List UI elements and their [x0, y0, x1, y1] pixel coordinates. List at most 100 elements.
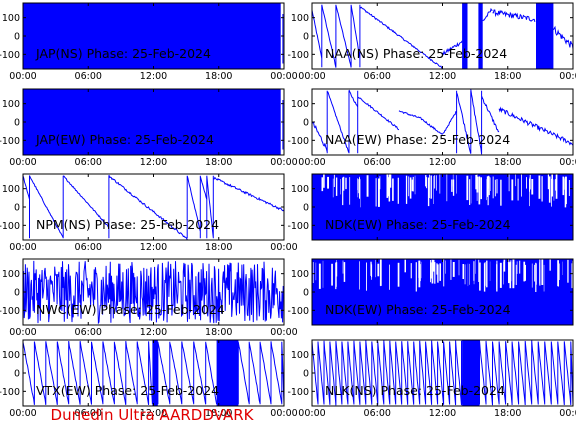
y-tick-label: 100 [291, 269, 309, 280]
trace-gap [526, 177, 527, 189]
trace-gap [377, 263, 380, 277]
trace-gap [475, 174, 478, 190]
x-tick-label: 06:00 [364, 71, 391, 82]
trace-gap [519, 260, 521, 274]
trace-gap [483, 263, 486, 292]
y-tick-label: 0 [14, 288, 20, 299]
dense-trace-band [23, 3, 281, 69]
dense-trace-band [216, 340, 239, 406]
trace-gap [543, 264, 545, 292]
trace-gap [473, 261, 475, 285]
trace-gap [388, 174, 391, 202]
dense-trace-band [462, 340, 480, 406]
x-tick-label: 00:00 [270, 71, 297, 82]
panel-ndk-ew-1: 100 0 -100 NDK(EW) Phase: 25-Feb-2024 [287, 173, 574, 241]
trace-gap [521, 174, 522, 197]
trace-gap [529, 174, 531, 190]
y-tick-label: 0 [303, 203, 309, 214]
panel-title: NPM(NS) Phase: 25-Feb-2024 [36, 217, 219, 232]
trace-gap [366, 262, 367, 291]
x-tick-label: 00:00 [270, 242, 297, 253]
trace-gap [500, 179, 502, 206]
trace-area [312, 3, 573, 69]
trace-gap [436, 175, 437, 191]
x-tick-label: 06:00 [364, 408, 391, 419]
panel-nlk-ns: 1000-10000:0006:0012:0018:0000:00NLK(NS)… [287, 339, 576, 419]
x-tick-label: 18:00 [205, 71, 232, 82]
trace-gap [529, 178, 530, 207]
trace-gap [412, 176, 414, 192]
trace-gap [427, 177, 430, 207]
dense-trace-band [462, 3, 468, 69]
trace-gap [509, 262, 512, 289]
x-tick-label: 18:00 [205, 242, 232, 253]
trace-area [23, 3, 284, 69]
trace-gap [567, 259, 569, 283]
trace-gap [375, 259, 376, 278]
trace-gap [539, 259, 541, 286]
trace-gap [517, 178, 519, 201]
x-tick-label: 12:00 [429, 71, 456, 82]
y-tick-label: -100 [0, 306, 20, 317]
trace-gap [387, 177, 390, 197]
trace-gap [469, 179, 471, 205]
phase-trace [23, 340, 284, 405]
x-tick-label: 00:00 [298, 157, 325, 168]
x-tick-label: 18:00 [205, 408, 232, 419]
trace-gap [549, 259, 551, 271]
trace-gap [335, 177, 338, 196]
trace-gap [343, 262, 346, 282]
trace-gap [486, 179, 487, 201]
trace-gap [536, 263, 537, 285]
trace-gap [466, 175, 469, 201]
x-tick-label: 12:00 [140, 408, 167, 419]
x-tick-label: 12:00 [140, 327, 167, 338]
trace-gap [452, 262, 455, 277]
trace-gap [433, 259, 435, 272]
x-tick-label: 00:00 [9, 71, 36, 82]
x-tick-label: 18:00 [494, 408, 521, 419]
trace-gap [508, 262, 510, 284]
panel-jap-ew: 100 0 -100 00:00 06:00 12:00 18:00 00:00 JAP(EW)… [0, 88, 298, 168]
y-tick-label: 0 [14, 369, 20, 380]
trace-gap [431, 259, 434, 284]
trace-gap [462, 264, 464, 279]
x-tick-label: 06:00 [75, 408, 102, 419]
trace-gap [469, 263, 470, 285]
trace-gap [397, 177, 399, 204]
panel-title: NDK(EW) Phase: 25-Feb-2024 [325, 302, 511, 317]
dense-trace-band [536, 3, 554, 69]
trace-gap [486, 176, 488, 197]
y-tick-label: 0 [303, 32, 309, 43]
trace-gap [439, 174, 441, 194]
trace-gap [490, 177, 491, 191]
trace-gap [508, 259, 509, 283]
trace-gap [410, 263, 412, 279]
panel-jap-ns: 100 0 -100 00:00 06:00 12:00 18:00 00:00 JAP(NS)… [0, 2, 298, 82]
trace-gap [312, 262, 314, 283]
trace-gap [392, 178, 394, 201]
x-tick-label: 12:00 [429, 157, 456, 168]
trace-gap [568, 180, 570, 196]
trace-gap [551, 174, 553, 197]
trace-gap [464, 264, 466, 285]
trace-gap [548, 176, 551, 203]
trace-area [312, 259, 573, 325]
x-tick-label: 12:00 [140, 242, 167, 253]
trace-gap [443, 259, 445, 287]
trace-gap [378, 178, 380, 207]
trace-gap [380, 261, 381, 285]
dense-trace-band [478, 3, 483, 69]
x-tick-label: 12:00 [140, 157, 167, 168]
trace-gap [478, 259, 480, 282]
trace-gap [563, 177, 565, 190]
x-tick-label: 00:00 [270, 408, 297, 419]
x-tick-label: 00:00 [298, 71, 325, 82]
y-tick-label: 0 [303, 288, 309, 299]
dense-trace-band [152, 340, 158, 406]
trace-gap [434, 262, 436, 284]
trace-gap [342, 260, 344, 274]
trace-gap [411, 179, 414, 192]
